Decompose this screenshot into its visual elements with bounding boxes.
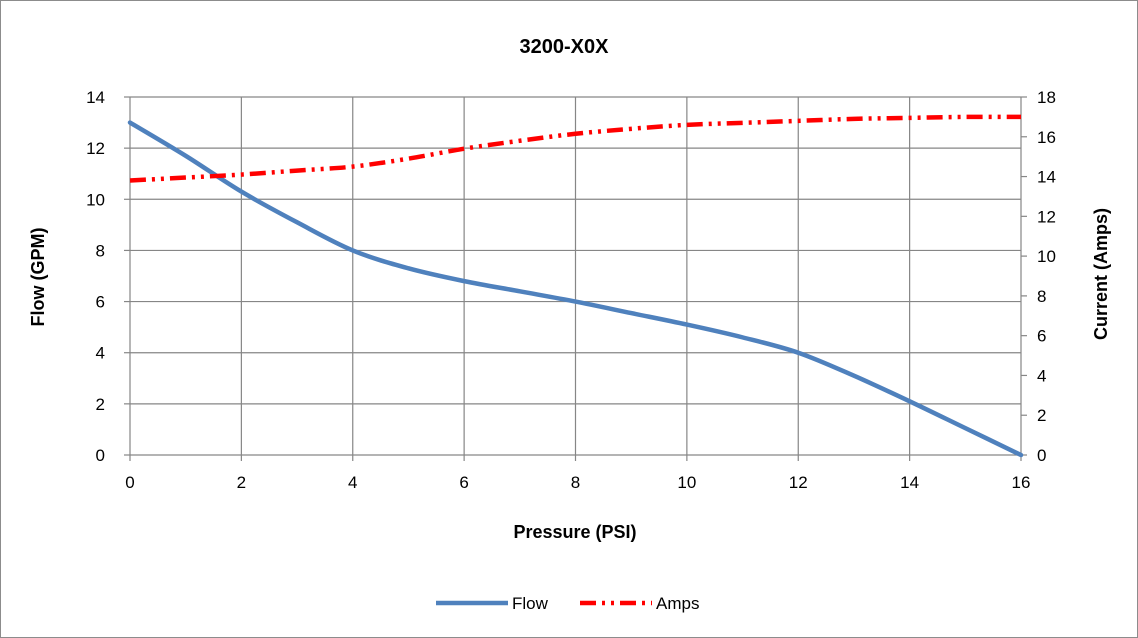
y-tick-label: 0 (96, 446, 105, 465)
y-axis-title: Flow (GPM) (28, 228, 48, 327)
series-line-amps (129, 114, 1022, 183)
legend-label-flow: Flow (512, 594, 549, 613)
legend-label-amps: Amps (656, 594, 699, 613)
legend: Flow Amps (436, 594, 699, 613)
y-tick-label: 8 (96, 241, 105, 260)
series-lines (127, 114, 1024, 458)
y-tick-label: 2 (96, 395, 105, 414)
gridlines (130, 96, 1021, 455)
y2-tick-label: 4 (1037, 366, 1046, 385)
x-tick-label: 16 (1012, 473, 1031, 492)
y2-tick-label: 14 (1037, 168, 1056, 187)
y2-tick-label: 16 (1037, 128, 1056, 147)
x-tick-label: 6 (459, 473, 468, 492)
y2-axis-title: Current (Amps) (1091, 208, 1111, 340)
y2-tick-label: 2 (1037, 406, 1046, 425)
x-tick-label: 14 (900, 473, 919, 492)
x-tick-label: 0 (125, 473, 134, 492)
y2-tick-label: 18 (1037, 88, 1056, 107)
chart-title: 3200-X0X (520, 36, 610, 58)
y-tick-label: 6 (96, 293, 105, 312)
x-tick-label: 12 (789, 473, 808, 492)
x-axis-title: Pressure (PSI) (513, 522, 636, 542)
y2-tick-label: 12 (1037, 207, 1056, 226)
y2-tick-label: 10 (1037, 247, 1056, 266)
y-tick-label: 12 (86, 139, 105, 158)
y-tick-label: 10 (86, 190, 105, 209)
y-tick-label: 4 (96, 344, 105, 363)
x-tick-label: 10 (677, 473, 696, 492)
y2-tick-label: 6 (1037, 327, 1046, 346)
y2-tick-label: 8 (1037, 287, 1046, 306)
x-tick-label: 8 (571, 473, 580, 492)
axes: 0 2 4 6 8 10 12 14 16 0 2 4 6 8 10 12 14 0 2 4 6 8 10 12 14 16 18 (86, 88, 1056, 492)
x-tick-label: 4 (348, 473, 357, 492)
series-line-flow (127, 120, 1024, 458)
x-tick-label: 2 (237, 473, 246, 492)
y2-tick-label: 0 (1037, 446, 1046, 465)
y-tick-label: 14 (86, 88, 105, 107)
